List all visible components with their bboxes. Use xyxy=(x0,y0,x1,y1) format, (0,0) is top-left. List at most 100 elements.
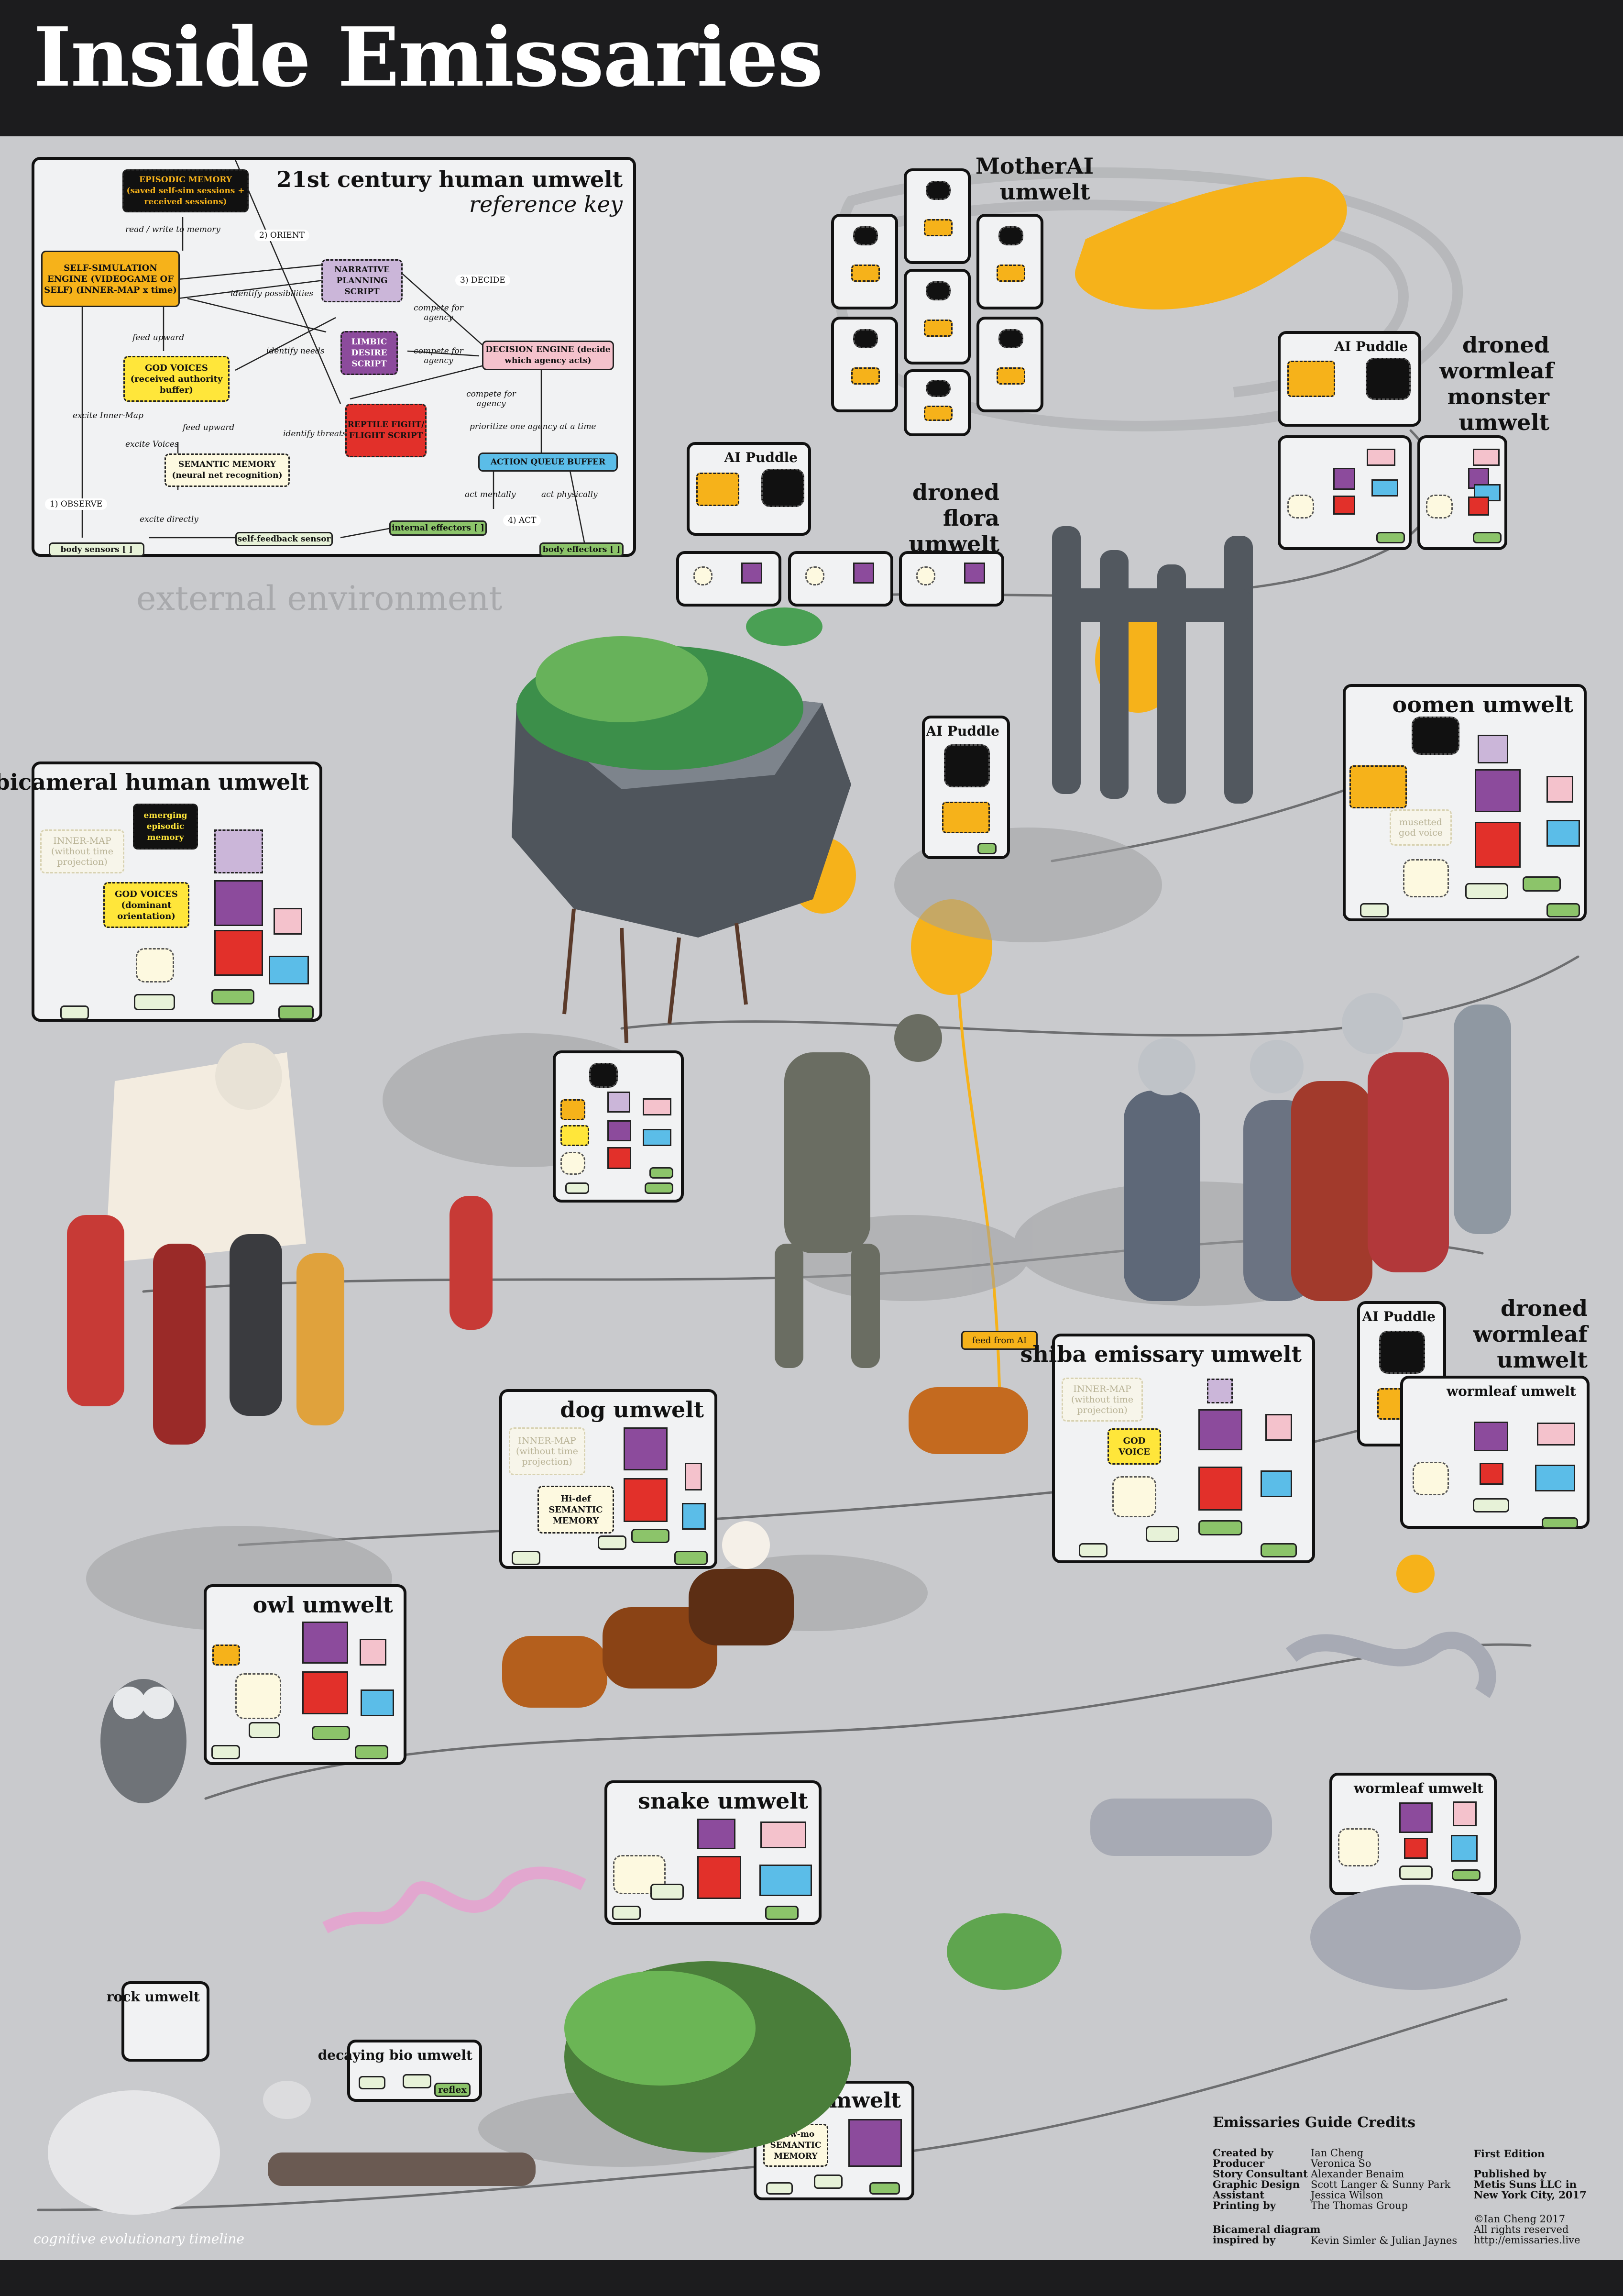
musetted-god-voice: musetted god voice xyxy=(1390,809,1452,846)
red-box xyxy=(1333,496,1355,515)
credit-name: Alexander Benaim xyxy=(1311,2168,1404,2180)
purple-box xyxy=(302,1622,348,1664)
purple-box xyxy=(741,563,762,584)
ai-yellow xyxy=(851,265,880,282)
label-feed-upward-1: feed upward xyxy=(132,333,185,342)
owl-yellow xyxy=(212,1645,240,1666)
shiba-panel: shiba emissary umwelt INNER-MAP (without… xyxy=(1020,1334,1315,1563)
motherai-unit xyxy=(904,369,971,436)
ai-cloud xyxy=(944,744,990,787)
feed-from-ai-chip: feed from AI xyxy=(961,1331,1038,1350)
center-ai-puddle-panel: AI Puddle xyxy=(922,716,1010,859)
reference-key-title: 21st century human umwelt xyxy=(276,166,623,192)
cream-pill xyxy=(134,994,175,1010)
label-act: 4) ACT xyxy=(503,515,541,526)
green-pill xyxy=(631,1529,669,1543)
header-bar: Inside Emissaries xyxy=(0,0,1623,136)
label-read-write: read / write to memory xyxy=(125,225,220,234)
ai-yellow xyxy=(851,367,880,385)
credit-role: Printing by xyxy=(1213,2199,1276,2211)
effector-pill xyxy=(765,1906,799,1920)
purple-box xyxy=(1198,1409,1242,1450)
cream-cloud xyxy=(1403,859,1449,897)
published-line: New York City, 2017 xyxy=(1474,2189,1587,2201)
decaying-bio-panel: decaying bio umwelt reflex xyxy=(318,2040,482,2102)
lavender-box xyxy=(1478,735,1508,763)
red-box xyxy=(302,1671,348,1714)
snake-panel: snake umwelt xyxy=(604,1780,822,1925)
red-box xyxy=(624,1478,668,1522)
bicameral-emerging-memory: emerging episodic memory xyxy=(133,804,198,850)
bicameral-title: bicameral human umwelt xyxy=(0,769,309,795)
decaying-bio-title: decaying bio umwelt xyxy=(318,2047,472,2063)
pink-box xyxy=(1537,1423,1575,1446)
green-pill xyxy=(977,843,997,854)
green-pill xyxy=(649,1167,673,1179)
green-pill xyxy=(211,989,254,1004)
self-feedback-chip: self-feedback sensor xyxy=(235,532,333,546)
pink-box xyxy=(1453,1801,1477,1826)
credit-name: Jessica Wilson xyxy=(1311,2189,1383,2201)
credits-edition: First Edition xyxy=(1474,2148,1545,2160)
motherai-unit xyxy=(831,214,898,309)
red-box xyxy=(1198,1467,1242,1511)
dog-title: dog umwelt xyxy=(560,1397,704,1423)
blue-box xyxy=(1451,1835,1478,1862)
ai-puddle-title: AI Puddle xyxy=(1334,339,1408,354)
credits-roles: Created by Producer Story Consultant Gra… xyxy=(1213,2148,1308,2211)
wormleaf-monster-unit xyxy=(1417,435,1507,550)
purple-box xyxy=(848,2119,902,2167)
cream-cloud xyxy=(916,566,935,585)
blue-box xyxy=(1371,479,1398,497)
red-box xyxy=(1404,1838,1428,1859)
dog-panel: dog umwelt INNER-MAP (without time proje… xyxy=(499,1389,717,1569)
rock-panel: rock umwelt xyxy=(107,1981,209,2062)
cream-cloud xyxy=(560,1152,585,1175)
blue-box xyxy=(361,1689,394,1716)
cream-cloud xyxy=(1413,1462,1449,1495)
ai-cloud xyxy=(926,281,951,300)
green-pill xyxy=(1523,876,1561,892)
cream-cloud xyxy=(1287,495,1314,519)
ai-puddle-title: AI Puddle xyxy=(724,450,798,465)
sensor-pill xyxy=(1079,1543,1108,1557)
pink-box xyxy=(760,1821,806,1848)
yellow-pill xyxy=(560,1099,585,1120)
credits-heading: Emissaries Guide Credits xyxy=(1213,2114,1416,2131)
red-box xyxy=(1480,1463,1503,1485)
reptile-script-node: REPTILE FIGHT/ FLIGHT SCRIPT xyxy=(345,404,427,457)
lavender-box xyxy=(1207,1379,1233,1403)
green-pill xyxy=(1198,1520,1242,1535)
reference-key-arrows xyxy=(77,160,585,543)
god-yellow xyxy=(560,1125,589,1146)
sensor-pill xyxy=(211,1745,240,1759)
green-pill xyxy=(1542,1517,1578,1529)
green-pill xyxy=(1473,532,1502,543)
motherai-grid xyxy=(831,168,1046,436)
label-feed-upward-2: feed upward xyxy=(183,423,235,432)
ai-yellow xyxy=(1287,361,1335,397)
timeline-label: cognitive evolutionary timeline xyxy=(33,2231,244,2247)
credit-name: Veronica So xyxy=(1311,2158,1371,2169)
purple-box xyxy=(624,1427,668,1470)
ai-cloud xyxy=(926,181,951,200)
motherai-unit xyxy=(976,214,1043,309)
effector-pill xyxy=(1261,1543,1297,1557)
plant-title: plant umwelt xyxy=(745,2088,901,2113)
cream-cloud xyxy=(805,566,824,585)
effector-pill xyxy=(278,1005,314,1020)
ai-yellow xyxy=(997,265,1025,282)
page-title: Inside Emissaries xyxy=(33,10,823,105)
ai-cloud xyxy=(761,469,804,507)
sensor-pill xyxy=(565,1182,589,1194)
self-simulation-node: SELF-SIMULATION ENGINE (VIDEOGAME OF SEL… xyxy=(41,251,180,307)
droned-flora-label: droned flora umwelt xyxy=(909,479,999,557)
owl-title: owl umwelt xyxy=(252,1592,393,1618)
ai-cloud xyxy=(1412,717,1459,755)
ai-cloud xyxy=(998,329,1023,348)
body-effectors-chip: body effectors [ ] xyxy=(539,542,624,557)
green-pill xyxy=(1452,1869,1480,1881)
small-human-umwelt-panel xyxy=(553,1050,684,1203)
ai-yellow xyxy=(997,367,1025,385)
label-excite-voices: excite Voices xyxy=(125,440,179,449)
